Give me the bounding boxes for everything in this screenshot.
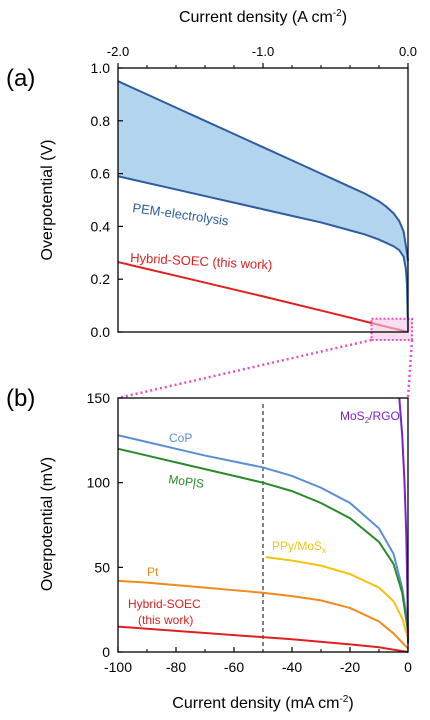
panel-b-y-tick-label: 100 [87,475,111,491]
panel-b-frame [117,397,409,653]
panel-a-top-axis-title-close: ) [342,9,347,26]
panel-a-x-tick-label: 0.0 [399,44,417,59]
panel-a-y-tick-label: 1.0 [91,60,111,76]
panel-b-y-tick-label: 0 [102,644,110,660]
series-label-hybrid-soec-b-line2: (this work) [138,613,193,627]
zoom-connector-left [117,338,372,400]
series-label-cop: CoP [169,431,192,445]
panel-a-y-tick-label: 0.0 [91,324,111,340]
panel-a-y-axis-title: Overpotential (V) [39,140,56,261]
panel-b-x-axis-title-main: Current density (mA cm [172,695,339,712]
panel-a-y-tick-label: 0.4 [91,218,111,234]
series-label-pem-electrolysis: PEM-electrolysis [132,200,230,228]
panel-b-y-axis-title: Overpotential (mV) [39,457,56,591]
panel-a-plot-area [117,80,413,341]
panel-a-x-tick-label: -2.0 [107,44,129,59]
panel-a-frame [117,67,409,333]
panel-b-y-tick-label: 150 [87,390,111,406]
zoom-connector-right [406,339,414,399]
pem-electrolysis-lower-line [117,175,409,333]
pem-electrolysis-band [118,81,408,332]
panel-a-y-axis: 0.0 0.2 0.4 0.6 0.8 1.0 [91,60,123,340]
panel-a-top-axis-title-sup: -2 [333,8,342,19]
panel-a-top-axis-title: Current density (A cm-2) [179,8,347,26]
series-line-cop [117,434,409,627]
series-line-ppy-mosx [265,556,409,639]
panel-a-y-tick-label: 0.8 [91,113,111,129]
panel-a-top-axis-title-main: Current density (A cm [179,9,333,26]
pem-electrolysis-upper-line [117,80,409,261]
series-line-mop-s [117,447,409,632]
zoom-connector [117,338,414,400]
series-label-mos2-rgo-tail: /RGO [369,409,400,423]
panel-b-x-axis-title-close: ) [348,695,353,712]
hybrid-soec-line-a [117,261,409,333]
panel-b-x-axis-title-sup: -2 [339,694,348,705]
zoom-inset-box [370,317,413,341]
series-label-hybrid-soec-a: Hybrid-SOEC (this work) [130,250,273,272]
panel-a-top-axis: -2.0 -1.0 0.0 [107,44,417,68]
series-label-mos2-rgo: MoS2/RGO [340,409,400,425]
panel-a-x-tick-label: -1.0 [252,44,274,59]
panel-b-x-tick-label: -60 [224,659,244,675]
panel-b-y-axis: 0 50 100 150 [87,390,123,660]
panel-a: (a) Current density (A cm-2) Overpotenti… [6,8,417,341]
series-label-ppy-mosx: PPy/MoSx [272,539,326,555]
panel-b-x-axis-title: Current density (mA cm-2) [172,694,353,712]
panel-a-y-tick-label: 0.6 [91,166,111,182]
series-line-hybrid-soec-this-work [117,625,409,653]
panel-a-label: (a) [6,65,35,92]
series-label-mos2-rgo-main: MoS [340,409,365,423]
series-label-pt: Pt [147,565,159,579]
panel-b-x-tick-label: -20 [340,659,360,675]
panel-b-label: (b) [6,385,35,412]
panel-b: (b) Overpotential (mV) Current density (… [6,385,412,712]
panel-b-y-tick-label: 50 [94,559,110,575]
panel-b-x-axis: -100 -80 -60 -40 -20 0 [104,647,412,675]
series-label-hybrid-soec-b: Hybrid-SOEC [128,597,201,611]
panel-b-x-tick-label: 0 [404,659,412,675]
panel-a-y-tick-label: 0.2 [91,271,111,287]
panel-b-x-tick-label: -80 [166,659,186,675]
panel-b-x-tick-label: -40 [282,659,302,675]
series-label-mos2-rgo-sub: 2 [365,416,370,425]
series-line-pt [117,579,409,650]
panel-b-plot-area [117,397,409,653]
series-label-ppy-mosx-main: PPy/MoS [272,539,322,553]
series-label-mop-s: MoP|S [168,472,205,491]
series-label-ppy-mosx-sub: x [322,546,326,555]
panel-b-x-tick-label: -100 [104,659,132,675]
